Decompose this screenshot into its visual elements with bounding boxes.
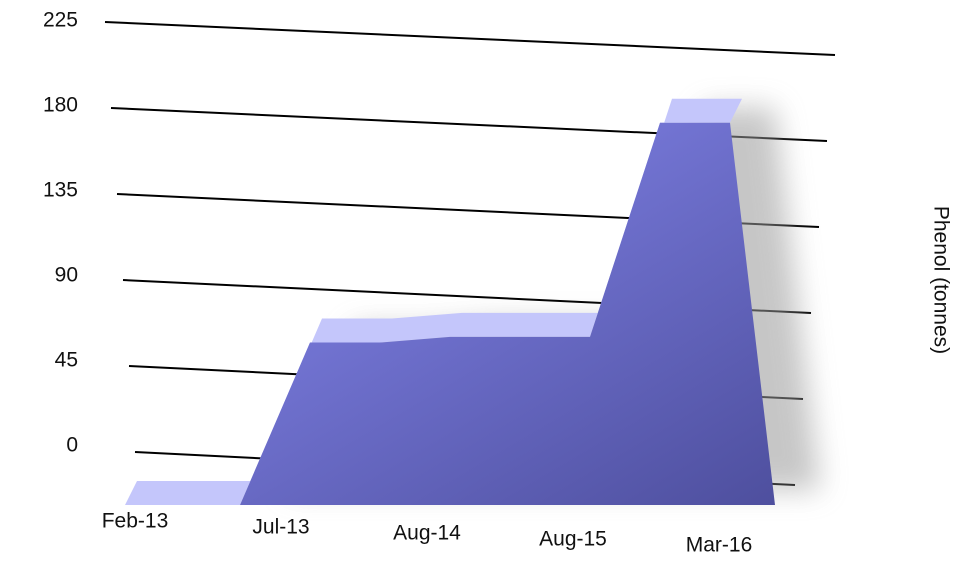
- area: [125, 122, 775, 506]
- y-tick-label: 180: [43, 94, 78, 117]
- y-tick-label: 0: [66, 434, 78, 457]
- y-tick-label: 225: [43, 9, 78, 32]
- y-tick-label: 90: [55, 264, 78, 287]
- plot: Feb-13 Jul-13 Aug-14 Aug-15 Mar-16: [102, 98, 775, 557]
- x-tick-label: Feb-13: [102, 510, 169, 533]
- x-tick-label: Mar-16: [686, 534, 753, 557]
- x-tick-label: Aug-15: [539, 528, 607, 551]
- y-tick-label: 45: [55, 349, 78, 372]
- x-tick-label: Aug-14: [393, 522, 461, 545]
- grid-line: [104, 21, 836, 56]
- x-tick-label: Jul-13: [252, 516, 309, 539]
- y-axis-label: Phenol (tonnes): [929, 206, 952, 354]
- y-tick-label: 135: [43, 179, 78, 202]
